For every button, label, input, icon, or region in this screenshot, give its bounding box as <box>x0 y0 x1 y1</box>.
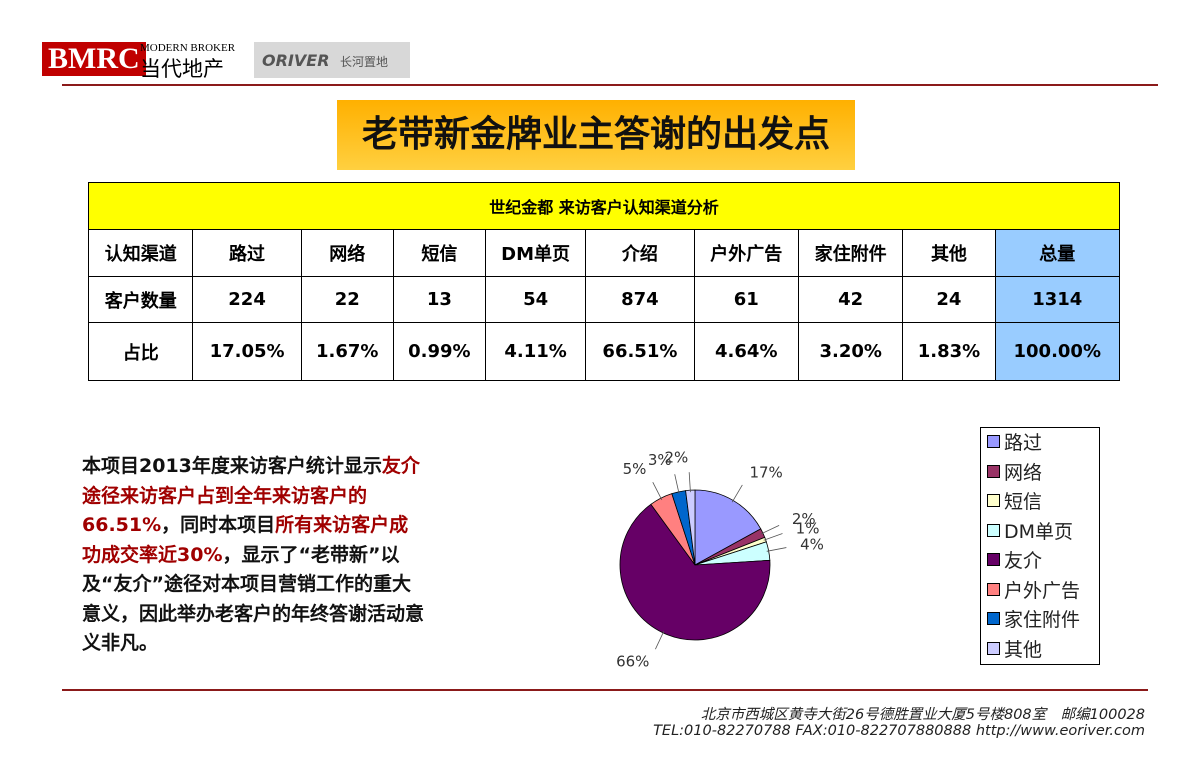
title: 老带新金牌业主答谢的出发点 <box>337 100 855 170</box>
paragraph-segment: ，显示了“老带新”以及“友介”途径对本项目营销工作的重大意义，因此举办老客户的年… <box>82 543 425 655</box>
table-row: 客户数量 224 22 13 54 874 61 42 24 1314 <box>87 276 1120 323</box>
legend-label: 户外广告 <box>1004 579 1081 602</box>
legend-item: 家住附件 <box>987 609 1080 631</box>
leader-line <box>766 547 787 552</box>
legend-label: 其他 <box>1004 638 1043 661</box>
legend-swatch <box>987 641 1000 655</box>
paragraph-segment: 所有来访客户成功成交率近30% <box>82 514 409 566</box>
legend-swatch <box>987 553 1000 566</box>
pie-label: 1% <box>796 519 820 537</box>
pie-label: 2% <box>792 510 816 528</box>
logo-en: MODERN BROKER <box>140 42 236 54</box>
pie-label: 4% <box>800 535 824 553</box>
legend: 路过网络短信 DM单页友介户外广告家住附件其他 <box>980 427 1100 665</box>
pie-label: 5% <box>623 460 647 478</box>
table-cell: 224 <box>192 276 302 323</box>
legend-swatch <box>987 494 1000 507</box>
table-cell: 1314 <box>994 276 1120 323</box>
partner-logo <box>254 42 410 78</box>
table-cell: 54 <box>484 276 587 323</box>
table-cell: 61 <box>693 276 799 323</box>
table-cell: 户外广告 <box>693 229 799 277</box>
legend-item: 网络 <box>987 462 1042 484</box>
table-cell: 1.67% <box>300 322 394 381</box>
partner-cn: 长河置地 <box>340 55 389 69</box>
leader-line <box>760 525 780 535</box>
table-cell: 42 <box>797 276 904 323</box>
pie-label: 2% <box>664 449 688 467</box>
table-row: 认知渠道 路过 网络 短信 DM单页 介绍 户外广告 家住附件 其他 总量 <box>87 229 1120 277</box>
legend-item: 户外广告 <box>987 580 1080 602</box>
table-cell: 短信 <box>392 229 486 277</box>
table-cell: 占比 <box>87 322 194 381</box>
table-cell: 24 <box>902 276 996 323</box>
legend-label: 家住附件 <box>1004 609 1081 631</box>
paragraph: 本项目2013年度来访客户统计显示友介途径来访客户占到全年来访客户的66.51%… <box>82 452 427 659</box>
table-cell: 4.64% <box>693 322 799 381</box>
footer-contact: TEL:010-82270788 FAX:010-822707880888 ht… <box>653 723 1145 739</box>
leader-line <box>652 481 663 501</box>
table-cell: 认知渠道 <box>87 229 194 277</box>
table-cell: 总量 <box>994 229 1120 277</box>
legend-item: 路过 <box>987 432 1042 454</box>
table-caption: 世纪金都 来访客户认知渠道分析 <box>88 182 1120 230</box>
table-cell: 66.51% <box>585 322 695 381</box>
pie-label: 17% <box>749 463 782 481</box>
leader-line <box>688 472 691 493</box>
table-cell: 4.11% <box>484 322 587 381</box>
legend-label: 网络 <box>1004 461 1043 484</box>
legend-label: DM单页 <box>1004 520 1074 543</box>
table-cell: 网络 <box>300 229 394 277</box>
partner-name: ORIVER <box>262 51 330 70</box>
pie-chart: 17%2%1%4%66%5%3%2% <box>616 449 824 671</box>
legend-swatch <box>987 464 1000 478</box>
table-cell: 17.05% <box>192 322 302 381</box>
table-cell: DM单页 <box>484 229 587 277</box>
paragraph-segment: 友介途径来访客户占到全年来访客户的66.51% <box>82 455 420 536</box>
leader-line <box>731 484 743 503</box>
legend-item: 友介 <box>987 550 1042 572</box>
table-cell: 22 <box>300 276 394 323</box>
table-cell: 1.83% <box>902 322 996 381</box>
legend-item: DM单页 <box>987 521 1073 543</box>
logo: BMRC <box>42 42 146 76</box>
pie-label: 66% <box>616 652 649 670</box>
paragraph-segment: 本项目2013年度来访客户统计显示 <box>82 455 382 477</box>
footer-rule <box>62 689 1148 691</box>
header-rule <box>62 84 1158 86</box>
leader-line <box>763 533 783 541</box>
legend-item: 其他 <box>987 639 1042 661</box>
leader-line <box>655 630 665 650</box>
leader-line <box>674 474 680 494</box>
legend-swatch <box>987 582 1000 596</box>
table-cell: 874 <box>585 276 695 323</box>
legend-item: 短信 <box>987 491 1042 513</box>
table-cell: 路过 <box>192 229 302 277</box>
pie-label: 3% <box>648 451 672 469</box>
table-cell: 客户数量 <box>87 276 194 323</box>
legend-label: 短信 <box>1004 491 1043 513</box>
table: 世纪金都 来访客户认知渠道分析 认知渠道 路过 网络 短信 DM单页 介绍 户外广告 家住附件其… <box>87 182 1120 381</box>
table-cell: 其他 <box>902 229 996 277</box>
table-cell: 3.20% <box>797 322 904 381</box>
table-cell: 0.99% <box>392 322 486 381</box>
logo-cn: 当代地产 <box>140 57 224 81</box>
legend-label: 友介 <box>1004 550 1043 572</box>
legend-swatch <box>987 435 1000 448</box>
legend-swatch <box>987 523 1000 537</box>
table-cell: 100.00% <box>994 322 1120 381</box>
legend-swatch <box>987 612 1000 625</box>
caption-row: 世纪金都 来访客户认知渠道分析 <box>88 182 1120 230</box>
table-row: 占比 17.05% 1.67% 0.99% 4.11% 66.51% 4.64% 3.20% 1… <box>87 322 1120 381</box>
table-cell: 家住附件 <box>797 229 904 277</box>
paragraph-segment: ，同时本项目 <box>161 514 276 536</box>
table-cell: 介绍 <box>585 229 695 277</box>
table-cell: 13 <box>392 276 486 323</box>
footer-address: 北京市西城区黄寺大街26号德胜置业大厦5号楼808室 邮编100028 <box>700 707 1145 723</box>
legend-label: 路过 <box>1004 432 1043 454</box>
